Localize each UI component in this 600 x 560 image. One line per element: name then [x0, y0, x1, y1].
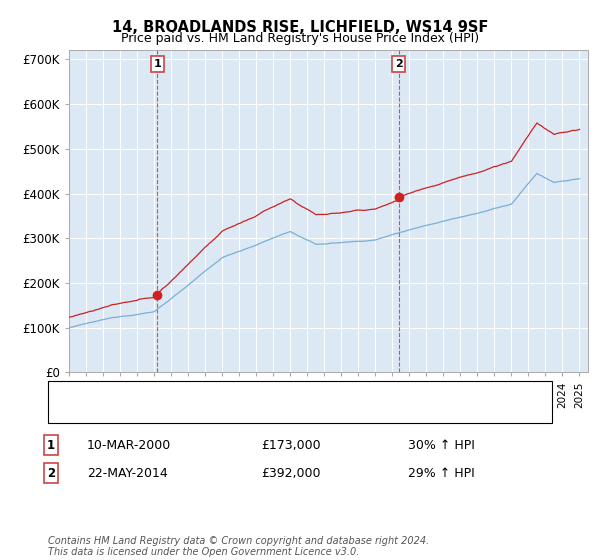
Text: ────: ────: [60, 404, 90, 418]
Text: 29% ↑ HPI: 29% ↑ HPI: [408, 466, 475, 480]
Text: Contains HM Land Registry data © Crown copyright and database right 2024.
This d: Contains HM Land Registry data © Crown c…: [48, 535, 429, 557]
Text: Price paid vs. HM Land Registry's House Price Index (HPI): Price paid vs. HM Land Registry's House …: [121, 32, 479, 45]
Text: 10-MAR-2000: 10-MAR-2000: [87, 438, 171, 452]
Text: 2: 2: [395, 59, 403, 69]
Text: 1: 1: [154, 59, 161, 69]
Text: 14, BROADLANDS RISE, LICHFIELD, WS14 9SF: 14, BROADLANDS RISE, LICHFIELD, WS14 9SF: [112, 20, 488, 35]
Text: HPI: Average price, detached house, Lichfield: HPI: Average price, detached house, Lich…: [105, 406, 358, 416]
Text: 30% ↑ HPI: 30% ↑ HPI: [408, 438, 475, 452]
Text: ────: ────: [60, 386, 90, 399]
Text: 14, BROADLANDS RISE, LICHFIELD, WS14 9SF (detached house): 14, BROADLANDS RISE, LICHFIELD, WS14 9SF…: [105, 388, 462, 398]
Text: 1: 1: [47, 438, 55, 452]
Text: 22-MAY-2014: 22-MAY-2014: [87, 466, 168, 480]
Text: £392,000: £392,000: [261, 466, 320, 480]
Text: 2: 2: [47, 466, 55, 480]
Text: £173,000: £173,000: [261, 438, 320, 452]
